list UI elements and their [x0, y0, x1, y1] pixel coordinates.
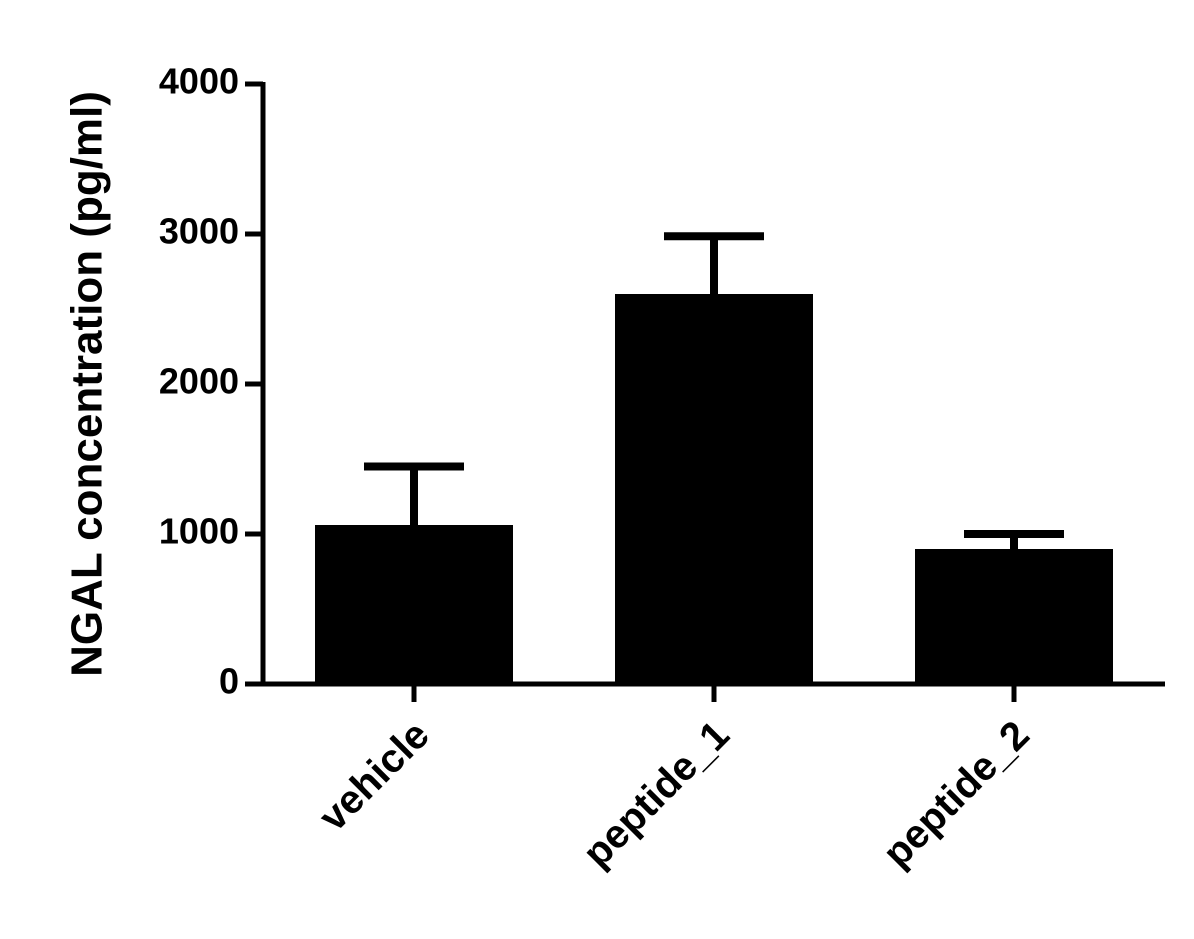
- y-tick-label: 2000: [159, 361, 239, 402]
- error-bar: [364, 462, 464, 525]
- y-tick-label: 0: [219, 661, 239, 702]
- x-tick-label: peptide_1: [575, 713, 738, 876]
- error-bar: [664, 232, 764, 294]
- y-tick-label: 3000: [159, 211, 239, 252]
- x-tick-label: peptide_2: [875, 713, 1038, 876]
- y-tick-label: 4000: [159, 61, 239, 102]
- bar: [915, 549, 1113, 684]
- y-axis-label: NGAL concentration (pg/ml): [63, 91, 112, 677]
- bar: [615, 294, 813, 684]
- x-tick-label: vehicle: [311, 713, 438, 840]
- error-bar: [964, 530, 1064, 549]
- bar: [315, 525, 513, 684]
- y-tick-label: 1000: [159, 511, 239, 552]
